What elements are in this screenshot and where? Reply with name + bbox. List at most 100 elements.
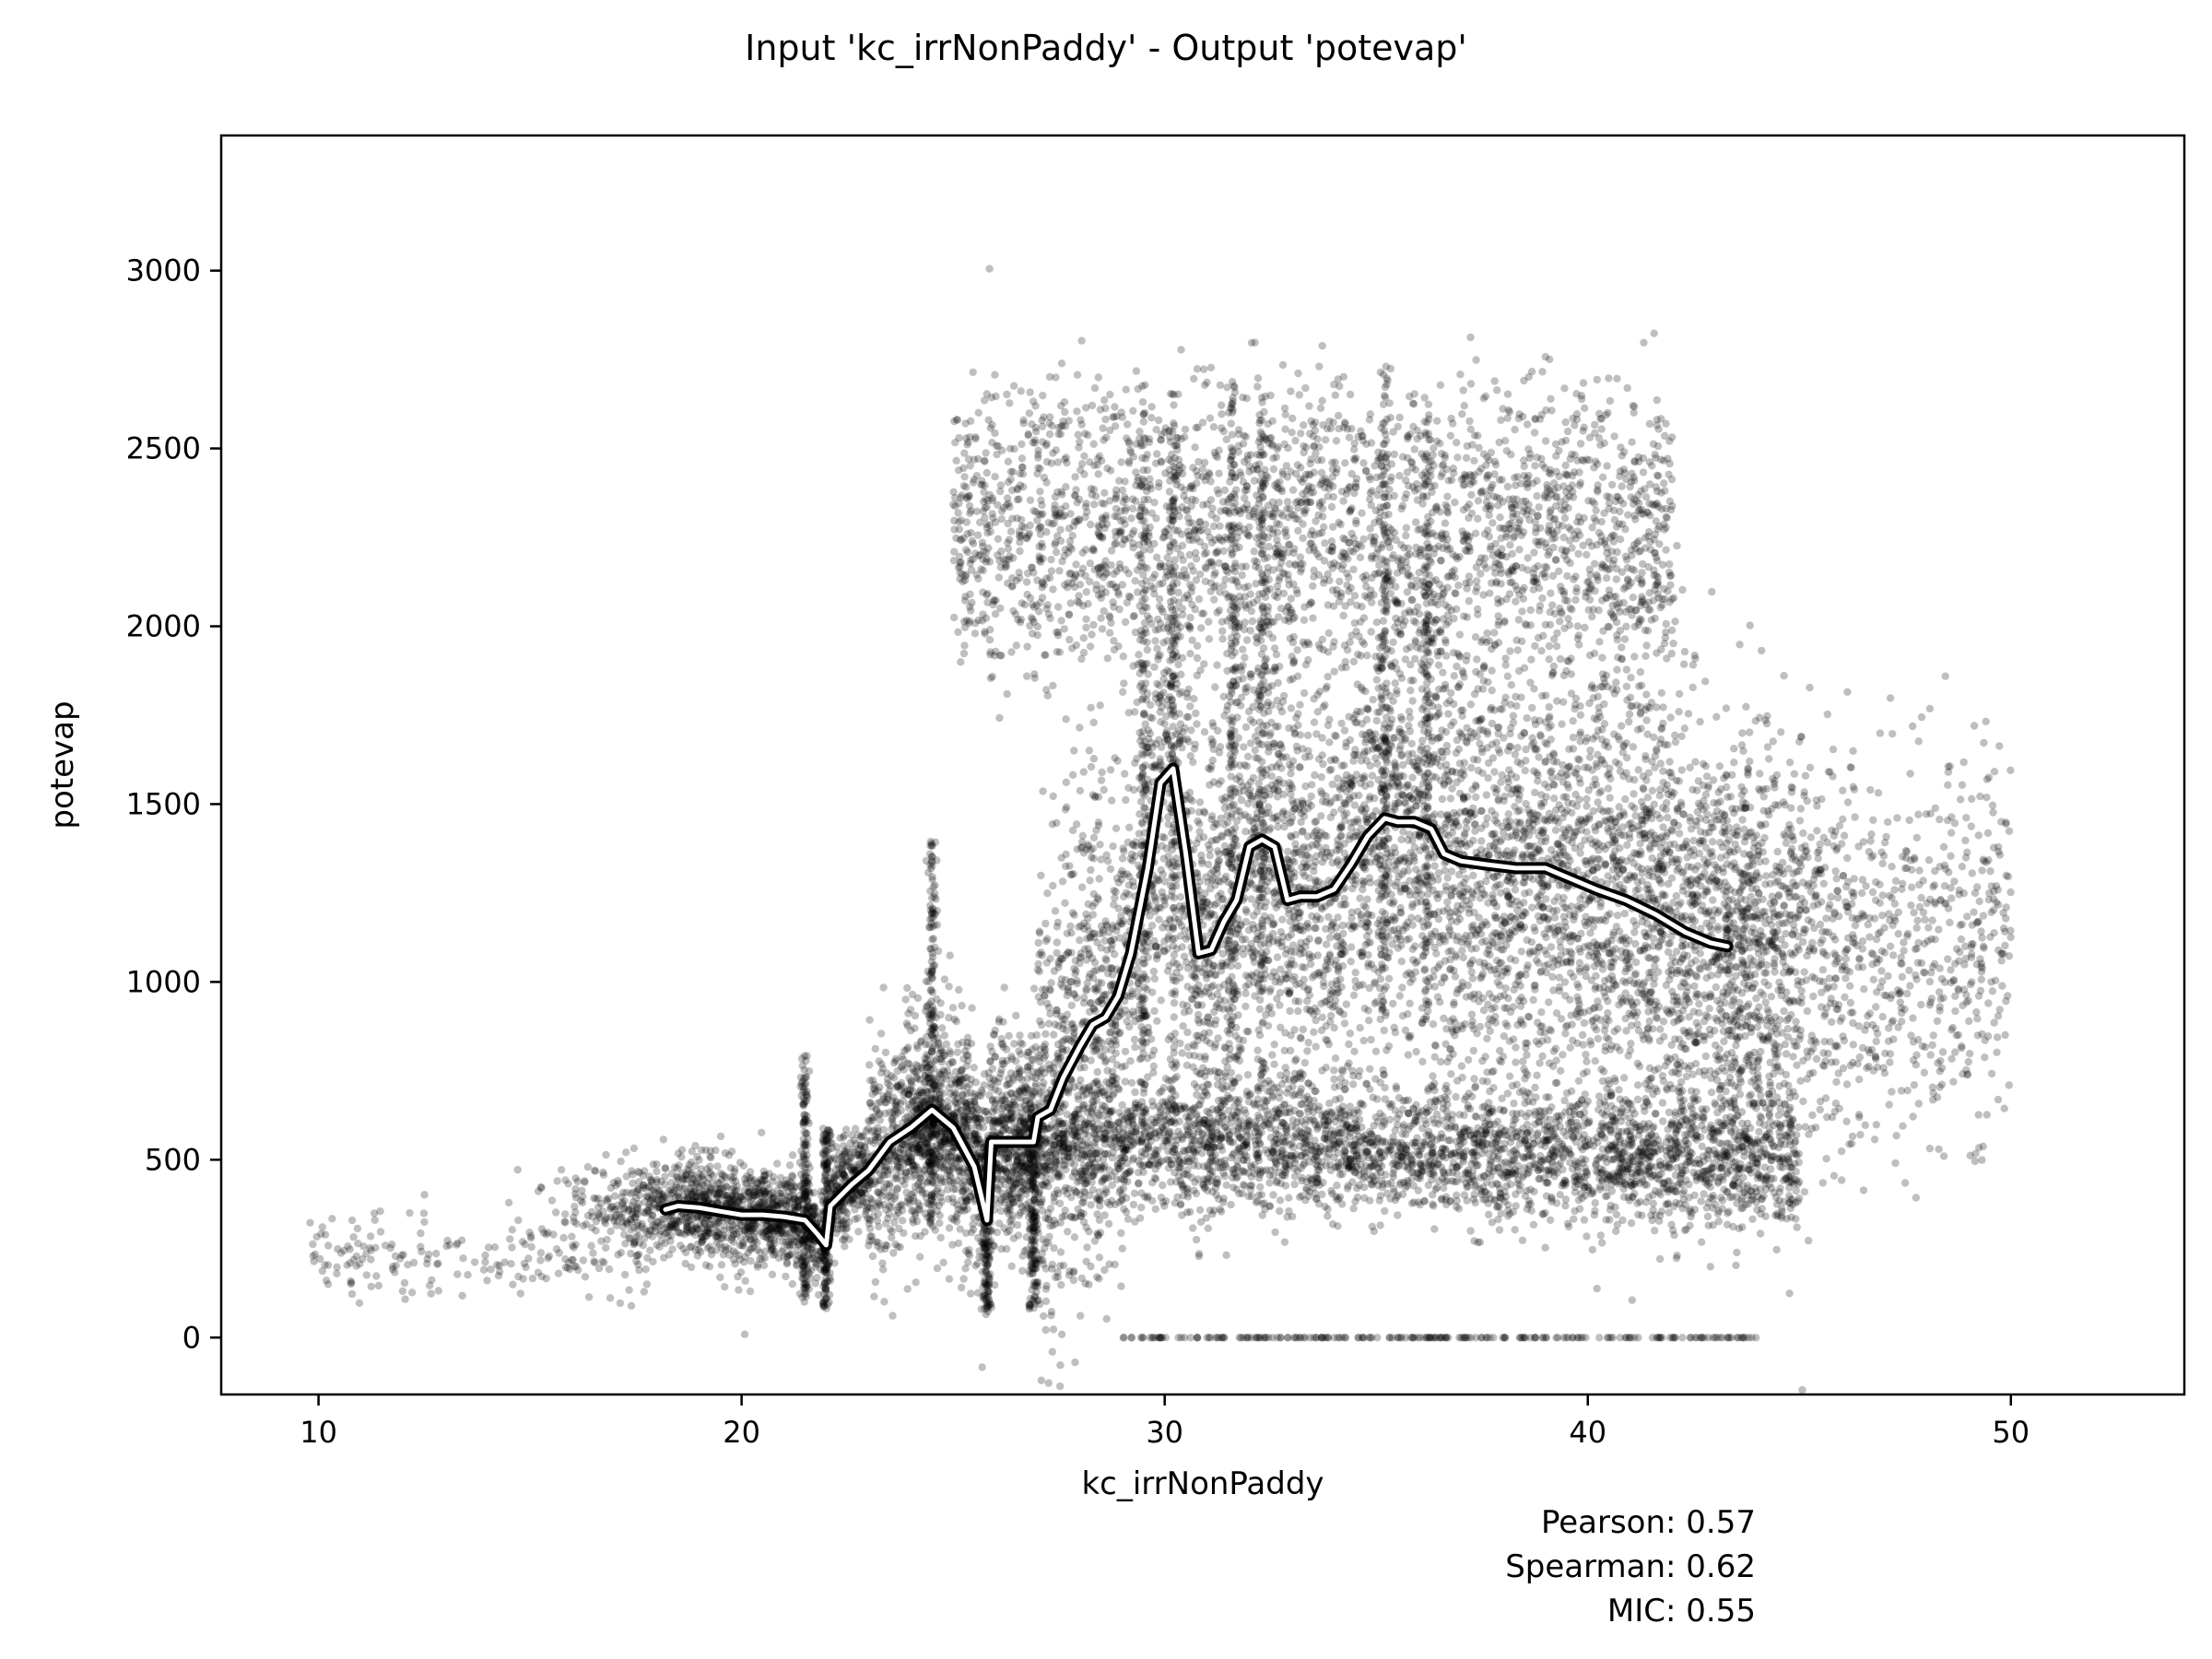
scatter-point <box>1429 886 1438 894</box>
scatter-point <box>590 1166 599 1175</box>
scatter-point <box>1794 911 1803 919</box>
scatter-point <box>1843 688 1852 696</box>
scatter-point <box>1276 978 1284 986</box>
scatter-point <box>1261 662 1270 670</box>
scatter-point <box>1012 1161 1020 1170</box>
scatter-point <box>1422 670 1431 679</box>
scatter-point <box>916 1170 924 1179</box>
scatter-point <box>1383 865 1392 873</box>
scatter-point <box>1732 1261 1740 1270</box>
scatter-point <box>1268 814 1277 822</box>
scatter-point <box>1598 682 1607 691</box>
scatter-point <box>1246 739 1255 747</box>
scatter-point <box>1111 1136 1120 1145</box>
scatter-point <box>1591 1057 1600 1065</box>
scatter-point <box>682 1226 691 1234</box>
scatter-point <box>736 1233 745 1242</box>
scatter-point <box>1642 690 1651 699</box>
scatter-point <box>1303 731 1312 740</box>
scatter-point <box>1418 736 1427 745</box>
scatter-point <box>1855 1076 1864 1084</box>
scatter-point <box>1077 883 1087 891</box>
scatter-point <box>1178 1049 1186 1057</box>
scatter-point <box>1838 1176 1846 1184</box>
scatter-point <box>1760 912 1770 921</box>
scatter-point <box>1536 732 1545 740</box>
scatter-point <box>1097 776 1106 784</box>
scatter-point <box>1337 761 1347 770</box>
scatter-point <box>1088 1098 1097 1106</box>
scatter-point <box>1050 1030 1058 1039</box>
scatter-point <box>1071 1358 1079 1367</box>
scatter-point <box>1232 948 1241 957</box>
scatter-point <box>1557 1015 1566 1023</box>
scatter-point <box>1706 1030 1714 1039</box>
scatter-point <box>1442 741 1452 750</box>
scatter-point <box>1656 1025 1665 1033</box>
scatter-point <box>1671 731 1679 739</box>
scatter-point <box>1773 1050 1783 1058</box>
scatter-point <box>1176 893 1185 901</box>
scatter-point <box>1637 724 1645 733</box>
scatter-point <box>557 1166 566 1174</box>
scatter-point <box>1496 959 1504 968</box>
scatter-point <box>1050 1190 1059 1199</box>
scatter-point <box>1766 1135 1775 1144</box>
scatter-point <box>561 1176 570 1184</box>
scatter-point <box>1434 661 1443 669</box>
scatter-point <box>1623 841 1631 850</box>
scatter-point <box>1589 1004 1598 1013</box>
scatter-point <box>913 1044 922 1053</box>
scatter-point <box>1799 1097 1807 1106</box>
scatter-point <box>1709 896 1717 904</box>
scatter-point <box>1295 979 1303 988</box>
scatter-point <box>1004 1115 1012 1124</box>
scatter-point <box>1630 873 1639 881</box>
scatter-point <box>1148 922 1157 930</box>
scatter-point <box>1483 629 1491 638</box>
scatter-point <box>1679 978 1688 986</box>
scatter-point <box>1041 1030 1050 1039</box>
scatter-point <box>889 1249 898 1257</box>
scatter-point <box>1467 894 1477 902</box>
scatter-point <box>1218 794 1227 804</box>
scatter-point <box>1606 910 1614 918</box>
scatter-point <box>1531 641 1539 651</box>
scatter-point <box>1314 935 1323 945</box>
scatter-point <box>909 1172 917 1181</box>
scatter-point <box>1234 734 1242 742</box>
scatter-point <box>1584 786 1593 794</box>
scatter-point <box>1096 841 1104 849</box>
scatter-point <box>1087 703 1095 712</box>
scatter-point <box>1559 760 1567 770</box>
scatter-point <box>902 1019 911 1028</box>
scatter-point <box>1253 1046 1262 1054</box>
scatter-point <box>1462 874 1470 883</box>
scatter-point <box>701 1261 711 1269</box>
scatter-point <box>1554 772 1563 782</box>
scatter-point <box>736 1268 746 1277</box>
scatter-point <box>1756 1230 1765 1238</box>
scatter-point <box>1488 740 1497 748</box>
scatter-point <box>1093 1067 1101 1077</box>
scatter-point <box>1523 1051 1531 1059</box>
scatter-point <box>747 1256 755 1265</box>
scatter-point <box>782 1272 790 1281</box>
scatter-point <box>1068 771 1077 779</box>
scatter-point <box>1467 1010 1477 1018</box>
scatter-point <box>1696 965 1705 973</box>
scatter-point <box>871 1044 879 1053</box>
scatter-point <box>1512 1043 1520 1052</box>
scatter-point <box>1083 935 1091 943</box>
scatter-point <box>997 1035 1006 1043</box>
scatter-point <box>1380 1026 1388 1035</box>
scatter-point <box>1655 1254 1665 1264</box>
scatter-point <box>948 1004 958 1012</box>
scatter-point <box>657 1220 666 1229</box>
scatter-point <box>1590 714 1599 723</box>
scatter-point <box>1671 618 1679 626</box>
scatter-point <box>561 1210 570 1218</box>
scatter-point <box>1780 672 1788 680</box>
scatter-point <box>1176 720 1185 728</box>
scatter-point <box>1087 762 1096 771</box>
